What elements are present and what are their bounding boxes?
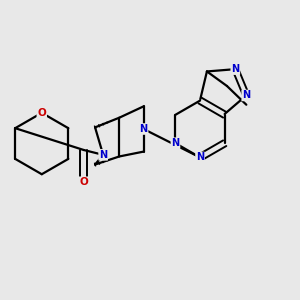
Text: O: O [80,177,88,187]
Text: N: N [231,64,239,74]
Text: O: O [38,108,46,118]
Text: N: N [196,152,204,162]
Text: N: N [140,124,148,134]
Text: N: N [242,91,250,100]
Text: N: N [99,150,107,160]
Text: N: N [171,138,179,148]
